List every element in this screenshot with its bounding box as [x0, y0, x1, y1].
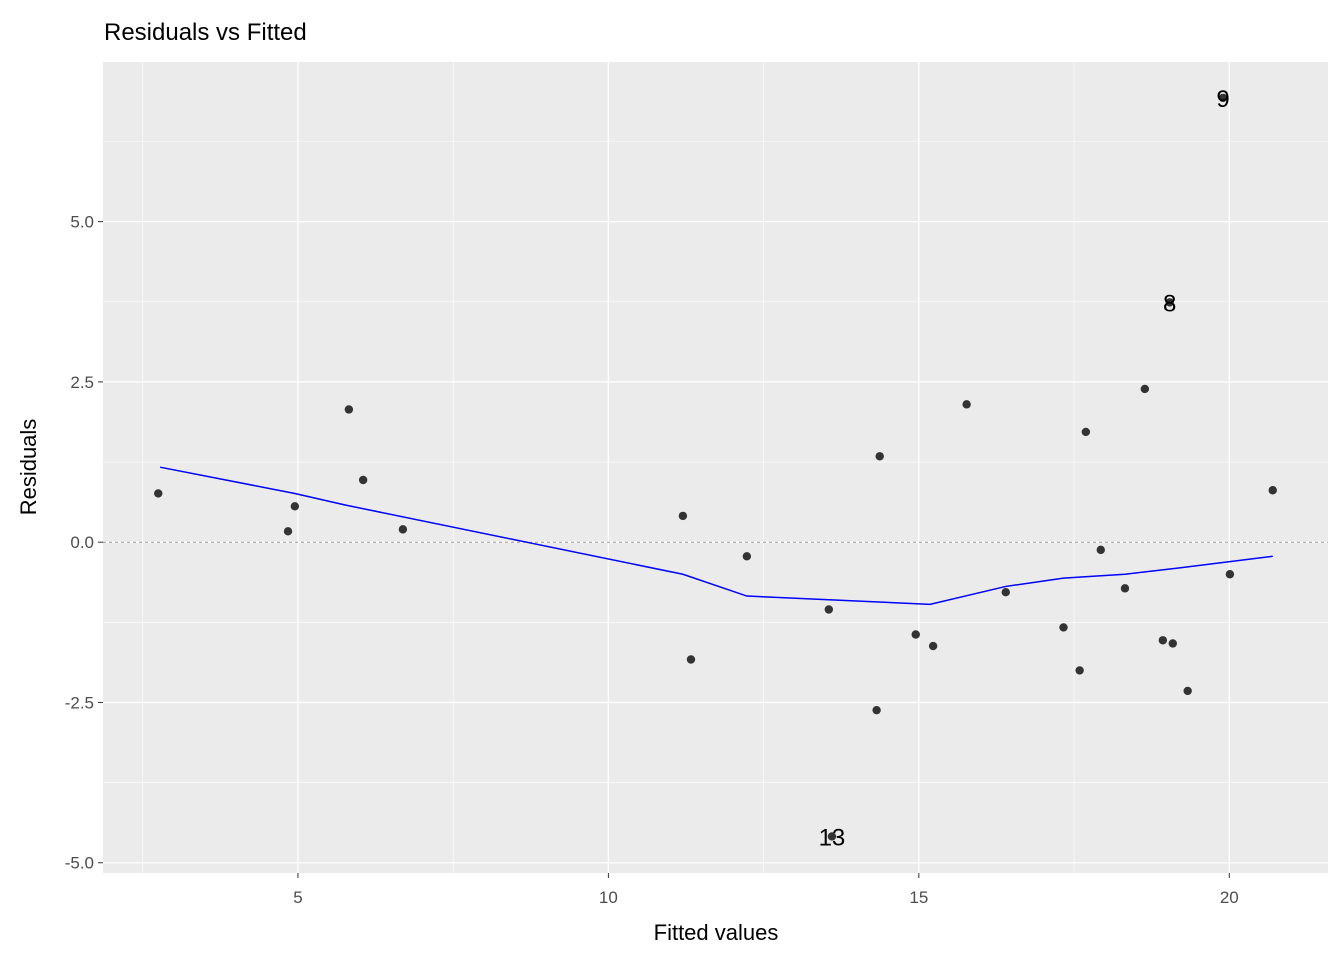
data-point	[1218, 93, 1228, 103]
data-point	[358, 475, 368, 485]
y-tick-label: -2.5	[65, 693, 94, 712]
data-point	[742, 552, 752, 561]
outlier-label: 13	[819, 824, 846, 851]
smooth-line	[159, 466, 1273, 606]
data-point	[1225, 570, 1235, 579]
x-tick-label: 5	[293, 888, 302, 907]
data-point	[398, 525, 408, 534]
data-point	[928, 641, 938, 651]
y-tick-label: 2.5	[70, 373, 94, 392]
data-point	[290, 502, 300, 511]
x-axis-title: Fitted values	[654, 920, 779, 945]
points-layer	[154, 93, 1277, 841]
y-axis-ticks: -5.0 -2.5 0.0 2.5 5.0	[65, 213, 103, 873]
data-point	[911, 630, 920, 639]
data-point	[154, 489, 163, 498]
data-point	[1075, 666, 1084, 675]
data-point	[1168, 639, 1177, 648]
data-point	[1001, 587, 1010, 597]
data-point	[1158, 636, 1168, 645]
y-tick-label: 0.0	[70, 533, 94, 552]
y-tick-label: -5.0	[65, 854, 94, 873]
data-point	[1183, 686, 1192, 696]
data-point	[1059, 623, 1068, 632]
x-tick-label: 20	[1220, 888, 1239, 907]
chart-title: Residuals vs Fitted	[104, 19, 307, 46]
data-point	[1120, 584, 1130, 593]
data-point	[1268, 486, 1277, 495]
major-gridlines	[103, 62, 1328, 873]
data-point	[962, 400, 971, 409]
y-tick-label: 5.0	[70, 213, 94, 232]
outlier-label: 9	[1216, 86, 1229, 113]
x-tick-label: 10	[599, 888, 618, 907]
data-point	[824, 605, 834, 614]
data-point	[1096, 545, 1105, 555]
data-point	[686, 655, 696, 664]
data-point	[344, 405, 354, 414]
x-tick-label: 15	[909, 888, 928, 907]
plot-panel	[103, 62, 1328, 873]
data-point	[875, 452, 884, 461]
data-point	[872, 705, 881, 715]
data-point	[1140, 384, 1150, 394]
data-point	[1165, 298, 1174, 307]
data-point	[827, 832, 837, 841]
y-axis-title: Residuals	[16, 419, 41, 516]
minor-gridlines	[103, 62, 1328, 873]
data-point	[678, 511, 688, 521]
x-axis-ticks: 5 10 15 20	[293, 873, 1239, 907]
data-point	[1081, 427, 1091, 437]
outlier-label: 8	[1163, 290, 1176, 317]
data-point	[283, 527, 293, 536]
point-labels-layer: 13 8 9	[819, 86, 1230, 852]
